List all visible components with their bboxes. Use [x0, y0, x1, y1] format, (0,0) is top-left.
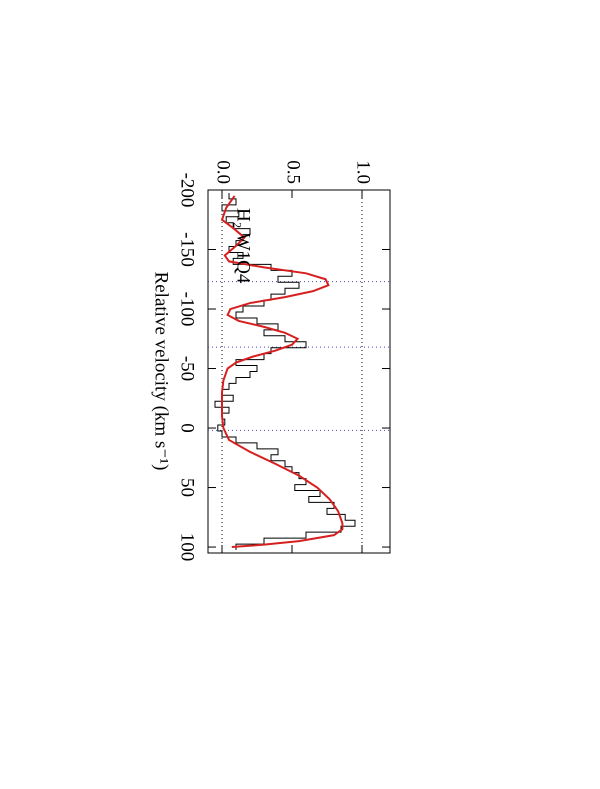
x-tick-label: 100: [177, 533, 198, 562]
y-tick-label: 0.5: [283, 160, 304, 184]
x-tick-label: 50: [177, 478, 198, 497]
x-tick-label: -150: [177, 232, 198, 267]
x-tick-label: 0: [177, 423, 198, 433]
y-tick-label: 0.0: [213, 160, 234, 184]
x-tick-label: -200: [177, 173, 198, 208]
annotation: H₂ W1Q4: [233, 208, 254, 284]
model-line: [220, 195, 344, 549]
x-axis-label: Relative velocity (km s⁻¹): [151, 272, 172, 471]
y-tick-label: 1.0: [353, 160, 374, 184]
x-tick-label: -50: [177, 356, 198, 381]
data-line: [214, 192, 356, 551]
x-tick-label: -100: [177, 292, 198, 327]
plot-frame: [207, 189, 391, 554]
